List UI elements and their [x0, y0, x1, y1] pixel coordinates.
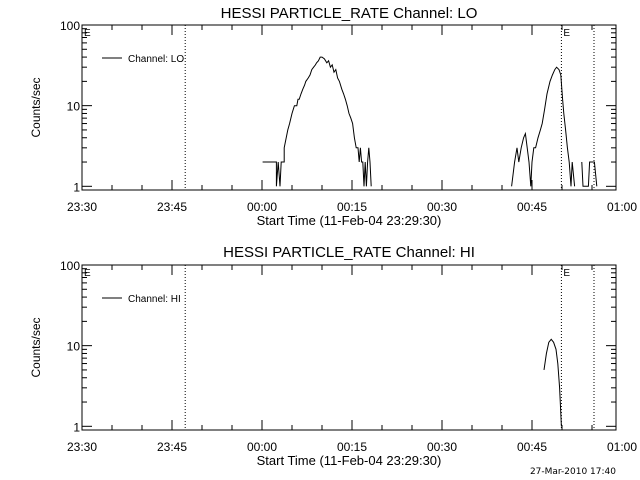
x-tick-label: 23:45: [157, 200, 187, 214]
vertical-marker-label: E: [563, 28, 570, 39]
x-tick-label: 00:45: [517, 440, 547, 454]
x-tick-label: 00:45: [517, 200, 547, 214]
x-tick-label: 23:45: [157, 440, 187, 454]
chart-title: HESSI PARTICLE_RATE Channel: HI: [223, 244, 475, 261]
y-tick-label: 10: [67, 100, 81, 114]
y-tick-label: 100: [60, 19, 80, 33]
y-axis-label: Counts/sec: [29, 317, 43, 377]
x-tick-label: 23:30: [67, 200, 97, 214]
chart-title: HESSI PARTICLE_RATE Channel: LO: [221, 5, 478, 22]
y-tick-label: 1: [73, 180, 80, 194]
vertical-marker-label: E: [563, 268, 570, 279]
x-tick-label: 00:15: [337, 200, 367, 214]
panel-lo: HESSI PARTICLE_RATE Channel: LO 1 10 100 23:…: [29, 5, 637, 228]
x-tick-label: 01:00: [607, 440, 637, 454]
corner-marker: E: [84, 268, 91, 279]
panel-hi: HESSI PARTICLE_RATE Channel: HI 1 10 100 23:…: [29, 244, 637, 468]
x-tick-label: 00:00: [247, 200, 277, 214]
x-axis-label: Start Time (11-Feb-04 23:29:30): [257, 453, 442, 468]
y-tick-label: 100: [60, 259, 80, 273]
plot-frame: [81, 264, 617, 431]
series-line: [511, 66, 576, 187]
series-line: [543, 338, 562, 427]
footer-timestamp: 27-Mar-2010 17:40: [530, 467, 616, 477]
y-tick-label: 1: [73, 420, 80, 434]
plot-frame: [81, 24, 617, 191]
series-line: [262, 56, 372, 187]
x-tick-label: 23:30: [67, 440, 97, 454]
x-axis-label: Start Time (11-Feb-04 23:29:30): [257, 213, 442, 228]
corner-marker: E: [84, 28, 91, 39]
legend-label: Channel: LO: [128, 54, 184, 65]
x-tick-label: 00:30: [427, 200, 457, 214]
y-axis-label: Counts/sec: [29, 77, 43, 137]
y-tick-label: 10: [67, 340, 81, 354]
x-tick-label: 00:30: [427, 440, 457, 454]
legend-label: Channel: HI: [128, 294, 181, 305]
series-line: [581, 161, 598, 187]
x-tick-label: 00:15: [337, 440, 367, 454]
x-tick-label: 01:00: [607, 200, 637, 214]
x-tick-label: 00:00: [247, 440, 277, 454]
